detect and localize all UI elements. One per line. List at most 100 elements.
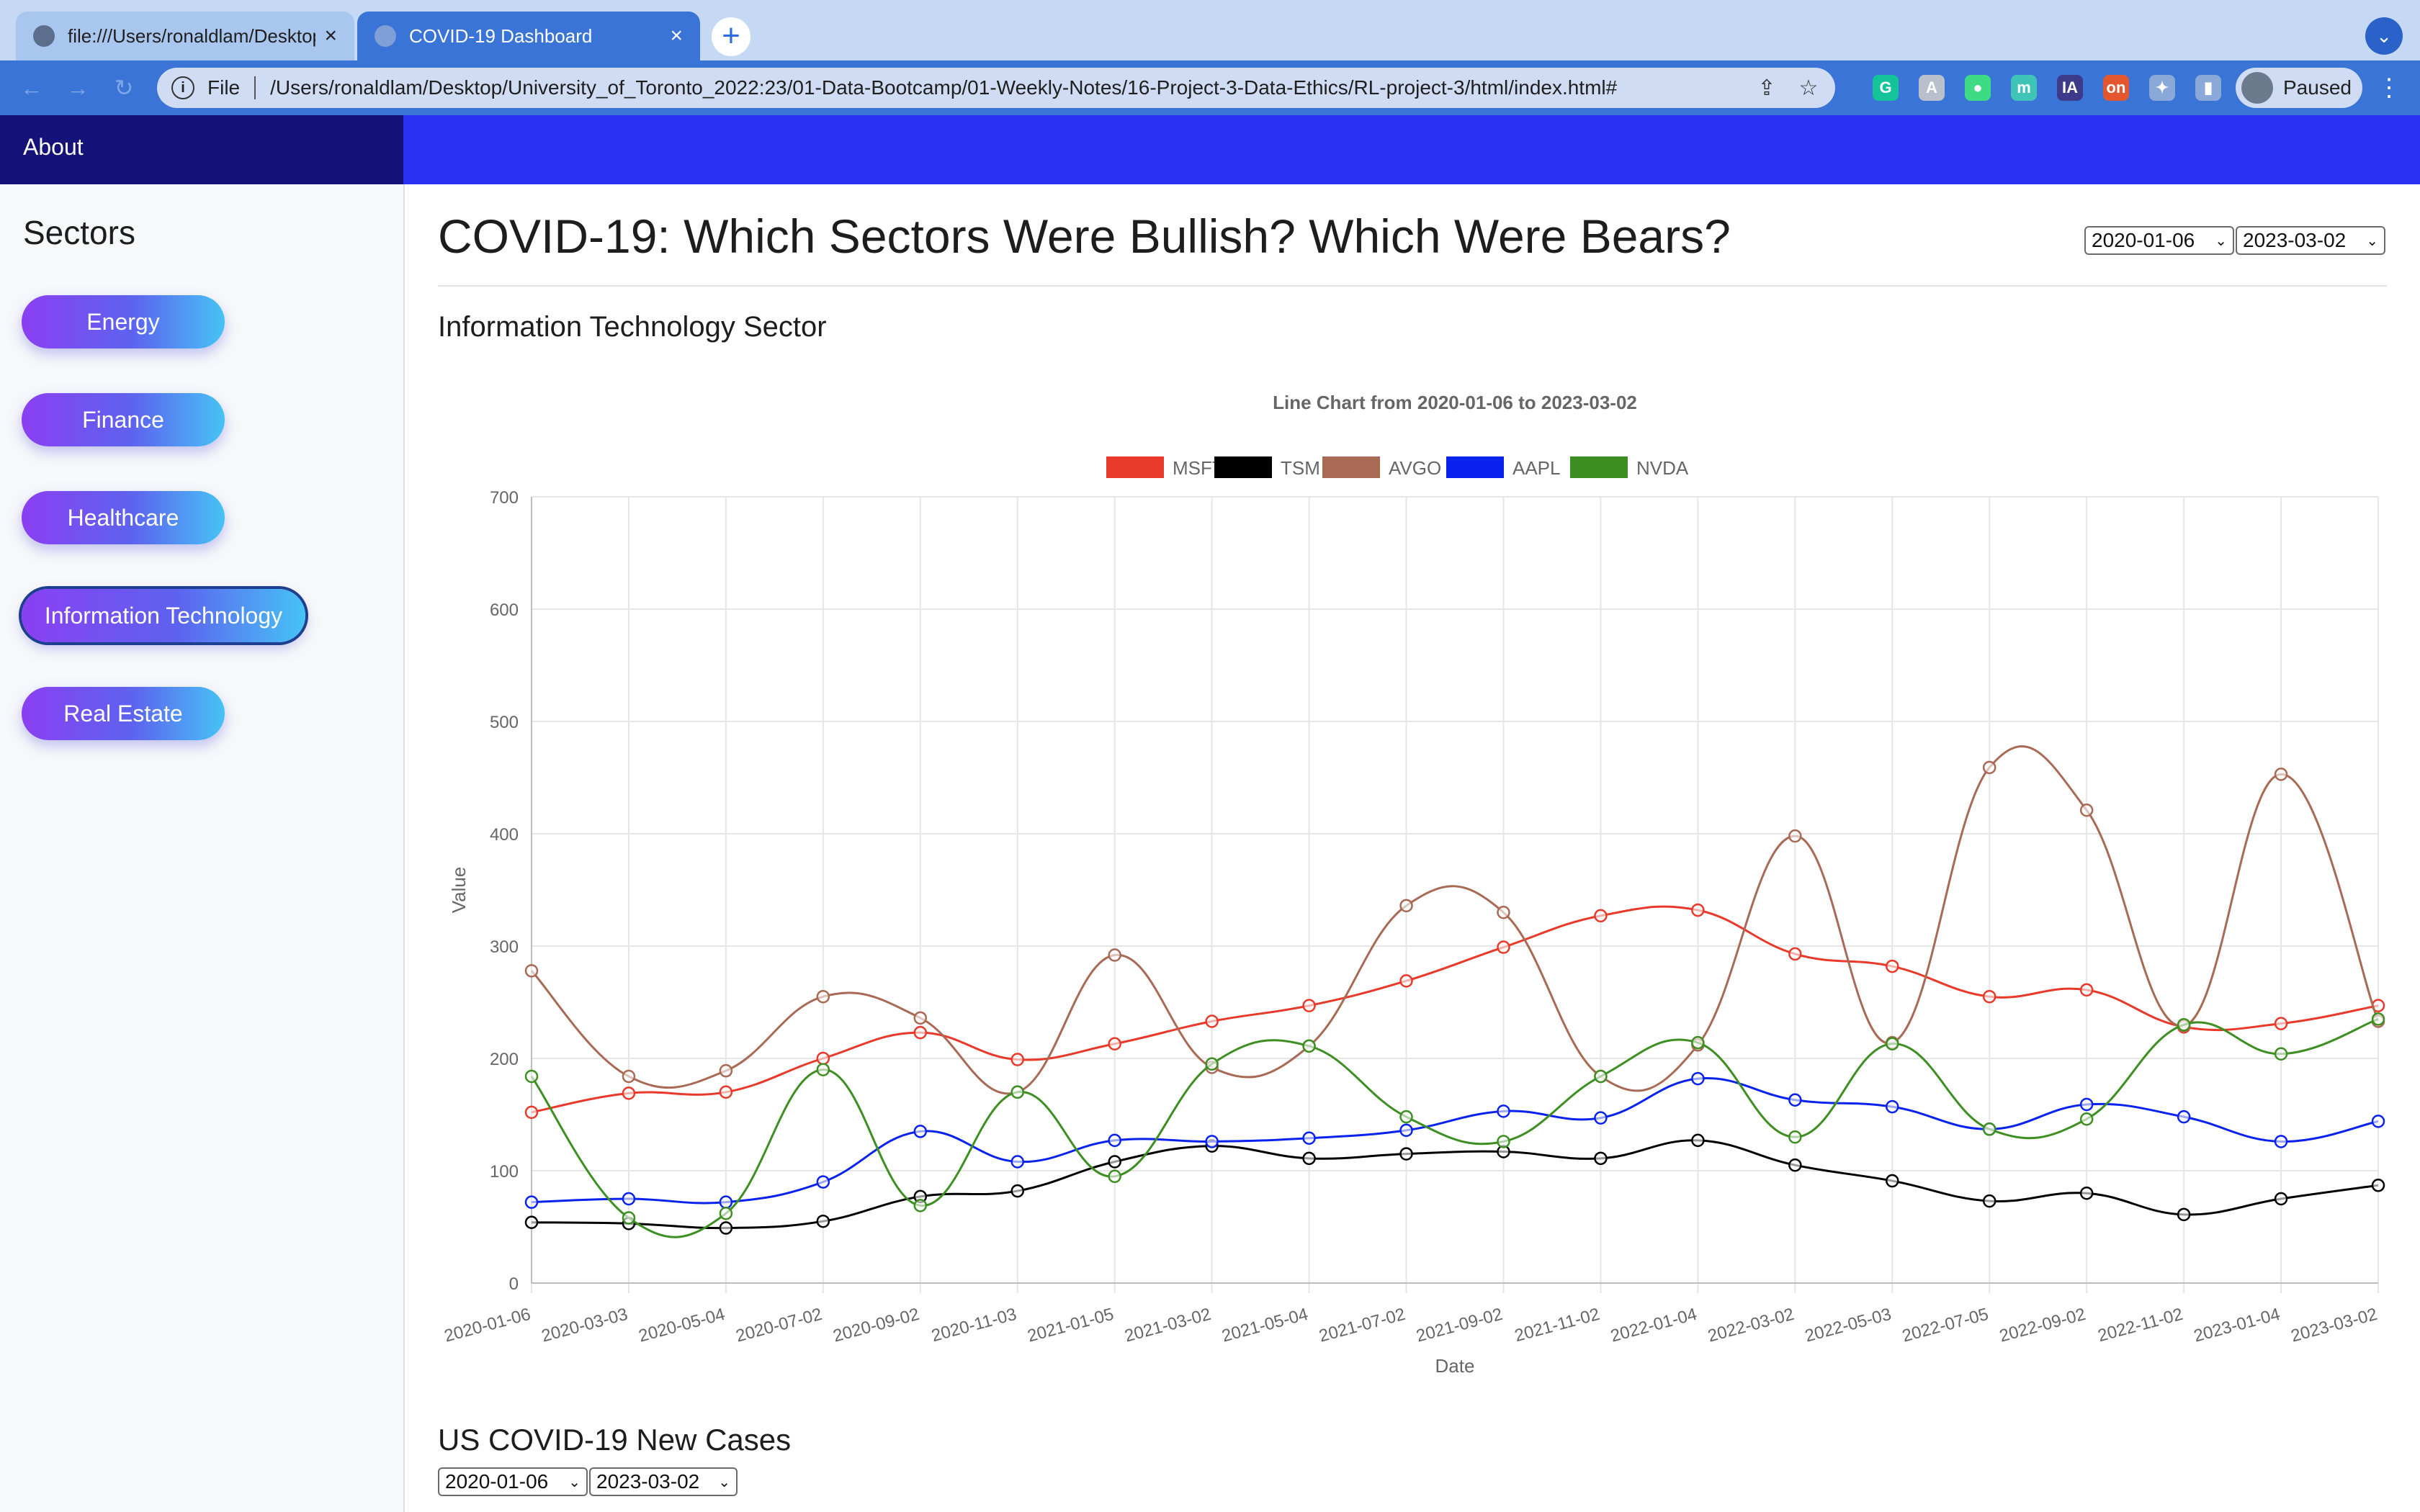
data-point-aapl [524,1195,539,1209]
sector-button-real-estate[interactable]: Real Estate [22,687,225,740]
x-tick-label: 2020-05-04 [637,1305,727,1346]
sidebar [0,184,405,1512]
sector-button-information-technology[interactable]: Information Technology [22,589,305,642]
data-point-nvda [1982,1122,1996,1136]
puzzle-icon[interactable]: ✦ [2149,75,2175,101]
legend-label: AVGO [1389,457,1441,479]
data-point-nvda [1788,1130,1802,1144]
data-point-avgo [2274,768,2288,781]
data-point-tsm [1788,1158,1802,1172]
x-tick-label: 2022-07-05 [1900,1305,1991,1346]
data-point-avgo [524,964,539,978]
x-tick-label: 2021-09-02 [1414,1305,1505,1346]
browser-menu-icon[interactable]: ⋮ [2377,74,2401,102]
share-icon[interactable]: ⇪ [1757,76,1776,100]
close-icon[interactable]: × [670,24,683,48]
chart-title: Line Chart from 2020-01-06 to 2023-03-02 [1273,392,1637,413]
data-point-nvda [622,1211,636,1225]
bookmark-star-icon[interactable]: ☆ [1798,76,1819,100]
address-bar[interactable]: i File /Users/ronaldlam/Desktop/Universi… [157,68,1835,108]
m-extension-icon[interactable]: m [2011,75,2037,101]
browser-tab-dashboard[interactable]: COVID-19 Dashboard × [357,12,700,60]
data-point-nvda [1886,1037,1899,1050]
y-tick-label: 600 [490,600,519,620]
data-point-avgo [1982,760,1996,775]
new-tab-button[interactable]: + [712,17,750,56]
start-date-select[interactable]: 2020-01-06 ⌄ [2084,226,2234,255]
data-point-msft [1886,959,1899,973]
forward-button[interactable]: → [66,75,89,101]
series-line-aapl [531,1076,2379,1205]
android-icon[interactable]: ● [1965,75,1991,101]
sector-line-chart[interactable]: 0 100 200 300 400 500 600 700 2020-01-06 2020-03-… [432,374,2391,1397]
data-point-avgo [1399,899,1413,913]
legend-swatch [1214,456,1272,478]
reload-button[interactable]: ↻ [114,75,134,101]
y-tick-label: 200 [490,1050,519,1069]
x-tick-label: 2022-11-02 [2096,1305,2185,1346]
about-link[interactable]: About [23,134,84,160]
chevron-down-icon: ⌄ [568,1474,581,1490]
browser-tab-file[interactable]: file:///Users/ronaldlam/Desktop × [16,12,354,60]
tab-search-button[interactable]: ⌄ [2365,17,2403,55]
data-point-msft [1691,903,1705,917]
data-point-msft [1982,989,1996,1004]
avatar [2241,72,2273,104]
x-tick-label: 2021-01-05 [1026,1305,1116,1346]
sector-button-finance[interactable]: Finance [22,393,225,446]
back-button[interactable]: ← [20,75,43,101]
globe-icon [33,25,55,47]
series-line-avgo [530,745,2380,1095]
x-tick-label: 2020-01-06 [442,1305,533,1346]
end-date-select[interactable]: 2023-03-02 ⌄ [2236,226,2385,255]
covid-end-date-select[interactable]: 2023-03-02 ⌄ [589,1467,738,1496]
data-point-tsm [1691,1133,1705,1148]
data-point-aapl [1788,1093,1802,1107]
sector-button-energy[interactable]: Energy [22,295,225,348]
x-tick-label: 2021-11-02 [1512,1305,1602,1346]
data-point-msft [719,1085,733,1099]
data-point-avgo [816,989,830,1004]
data-point-msft [1497,940,1510,954]
covid-start-date-select[interactable]: 2020-01-06 ⌄ [438,1467,588,1496]
profile-status: Paused [2283,76,2352,99]
sidepanel-icon[interactable]: ▮ [2195,75,2221,101]
divider [438,285,2387,287]
data-point-avgo [1788,829,1802,843]
on-extension-icon[interactable]: on [2103,75,2129,101]
data-point-tsm [1886,1174,1899,1188]
data-point-msft [2079,983,2094,997]
data-point-tsm [1399,1147,1413,1161]
series-line-tsm [531,1139,2379,1230]
data-point-aapl [1108,1133,1121,1148]
data-point-aapl [913,1125,928,1138]
x-tick-label: 2023-03-02 [2289,1305,2380,1346]
data-point-nvda [913,1199,928,1212]
url-text[interactable]: /Users/ronaldlam/Desktop/University_of_T… [270,76,1618,99]
separator [254,76,256,99]
ia-extension-icon[interactable]: IA [2057,75,2083,101]
data-point-nvda [2371,1012,2385,1026]
tab-title: COVID-19 Dashboard [409,24,593,47]
data-point-avgo [2079,803,2094,817]
data-point-msft [1302,999,1316,1012]
data-point-msft [913,1025,928,1040]
tab-title: file:///Users/ronaldlam/Desktop [68,24,316,47]
data-point-tsm [1982,1194,1996,1208]
translate-icon[interactable]: A [1919,75,1945,101]
series-line-msft [531,905,2379,1114]
page-title: COVID-19: Which Sectors Were Bullish? Wh… [438,210,1731,263]
data-point-tsm [1594,1151,1608,1166]
data-point-msft [1010,1053,1024,1066]
close-icon[interactable]: × [324,24,337,48]
info-icon[interactable]: i [171,76,194,99]
data-point-aapl [1205,1135,1219,1148]
sector-button-healthcare[interactable]: Healthcare [22,491,225,544]
data-point-nvda [1205,1057,1219,1071]
profile-button[interactable]: Paused [2236,68,2362,108]
data-point-nvda [2177,1017,2191,1032]
data-point-msft [1205,1014,1219,1028]
data-point-tsm [1010,1184,1024,1198]
y-axis-title: Value [448,867,470,914]
grammarly-icon[interactable]: G [1873,75,1899,101]
